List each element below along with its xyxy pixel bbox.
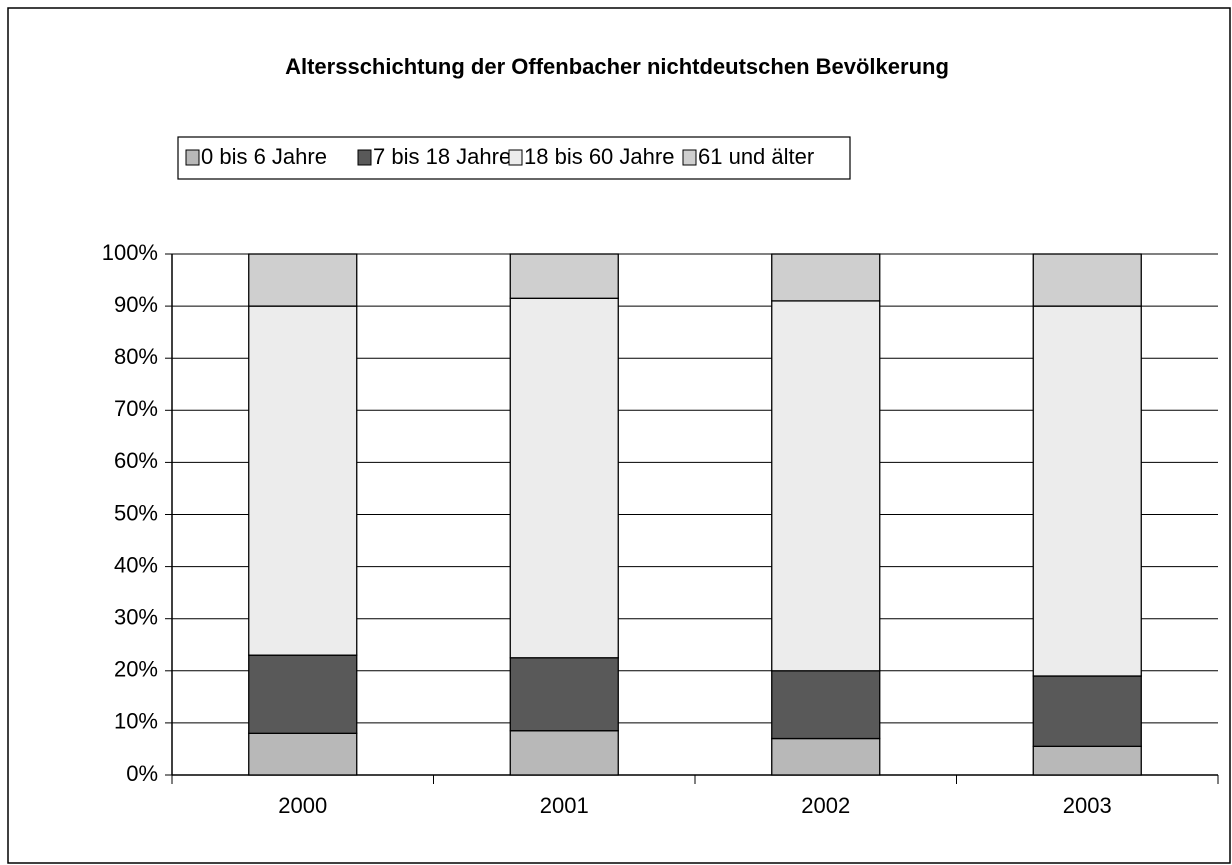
chart-title: Altersschichtung der Offenbacher nichtde… (285, 54, 949, 79)
bar-segment (509, 657, 619, 732)
x-tick-label: 2002 (801, 793, 850, 818)
bar-segment (771, 300, 881, 672)
bar-segment (509, 253, 619, 299)
x-tick-label: 2003 (1063, 793, 1112, 818)
legend-label: 18 bis 60 Jahre (524, 144, 674, 169)
bar-segment (509, 297, 619, 659)
y-tick-label: 20% (114, 657, 158, 682)
bar-segment (1032, 675, 1142, 747)
legend-label: 7 bis 18 Jahre (373, 144, 511, 169)
bar-segment (1032, 305, 1142, 677)
legend-swatch (185, 149, 200, 166)
x-tick-label: 2000 (278, 793, 327, 818)
bar-segment (771, 253, 881, 302)
bar-segment (509, 730, 619, 776)
bar-segment (771, 670, 881, 740)
legend-swatch (682, 149, 697, 166)
legend-box (177, 136, 851, 180)
y-tick-label: 10% (114, 709, 158, 734)
bar-segment (248, 253, 358, 307)
legend-label: 61 und älter (698, 144, 814, 169)
y-tick-label: 100% (102, 240, 158, 265)
legend-swatch (508, 149, 523, 166)
bar-segment (1032, 745, 1142, 776)
chart-border (7, 7, 1231, 864)
legend-label: 0 bis 6 Jahre (201, 144, 327, 169)
y-tick-label: 80% (114, 344, 158, 369)
bar-segment (248, 305, 358, 656)
y-tick-label: 30% (114, 605, 158, 630)
y-tick-label: 40% (114, 552, 158, 577)
bar-segment (1032, 253, 1142, 307)
y-tick-label: 0% (126, 761, 158, 786)
bar-segment (248, 732, 358, 776)
bar-segment (248, 654, 358, 734)
x-tick-label: 2001 (540, 793, 589, 818)
bar-segment (771, 737, 881, 776)
y-tick-label: 60% (114, 448, 158, 473)
y-tick-label: 50% (114, 500, 158, 525)
legend-swatch (357, 149, 372, 166)
y-tick-label: 90% (114, 292, 158, 317)
y-tick-label: 70% (114, 396, 158, 421)
